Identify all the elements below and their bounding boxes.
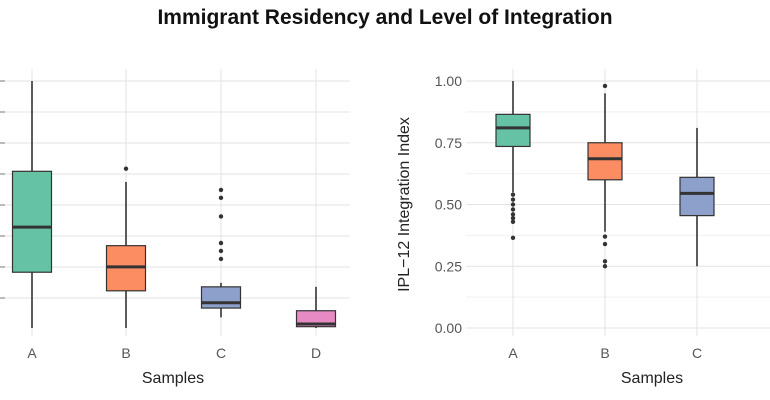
left-xtick-label: B [121,345,130,361]
outlier-point [218,187,224,193]
left-boxplot-panel: A B C D Samples [0,69,350,387]
right-ytick-label: 1.00 [435,73,462,89]
left-xtick-label: D [311,345,321,361]
outlier-point [602,241,608,247]
outlier-point [602,83,608,89]
outlier-point [510,219,516,224]
iqr-box [679,176,715,217]
right-xtick-label: A [508,345,518,361]
right-ytick-label: 0.00 [435,320,462,336]
outlier-point [510,215,516,221]
outlier-point [218,240,224,246]
right-ytick-label: 0.25 [435,258,462,274]
left-xtick-label: C [216,345,226,361]
right-ytick-label: 0.75 [435,135,462,151]
outlier-point [510,192,516,197]
outlier-point [218,195,224,201]
right-xtick-label: C [692,345,702,361]
outlier-point [510,202,516,207]
right-boxplot-panel: 0.00 0.25 0.50 0.75 1.00 IPL−12 Integration I… [396,69,770,387]
outlier-point [218,256,224,262]
outlier-point [510,197,516,202]
iqr-box [200,286,242,309]
left-xtick-label: A [27,345,37,361]
right-box-C [679,127,715,267]
outlier-point [510,235,516,241]
left-box-D [295,286,337,328]
left-x-axis-label: Samples [142,370,204,387]
right-xtick-label: B [600,345,609,361]
left-box-B [105,166,147,328]
outlier-point [123,166,129,171]
outlier-point [510,207,516,212]
right-x-axis-label: Samples [621,370,683,387]
right-ytick-label: 0.50 [435,197,462,213]
right-box-A [495,81,531,241]
left-box-C [200,187,242,318]
outlier-point [602,234,608,239]
outlier-point [218,214,224,219]
outlier-point [218,248,224,254]
outlier-point [510,212,516,217]
right-box-B [587,83,623,269]
left-box-A [11,81,53,328]
iqr-box [587,142,623,181]
iqr-box [495,113,531,148]
iqr-box [11,170,53,273]
right-y-axis-label: IPL−12 Integration Index [396,117,413,292]
outlier-point [602,259,608,264]
figure-title: Immigrant Residency and Level of Integra… [157,6,613,29]
outlier-point [602,264,608,269]
